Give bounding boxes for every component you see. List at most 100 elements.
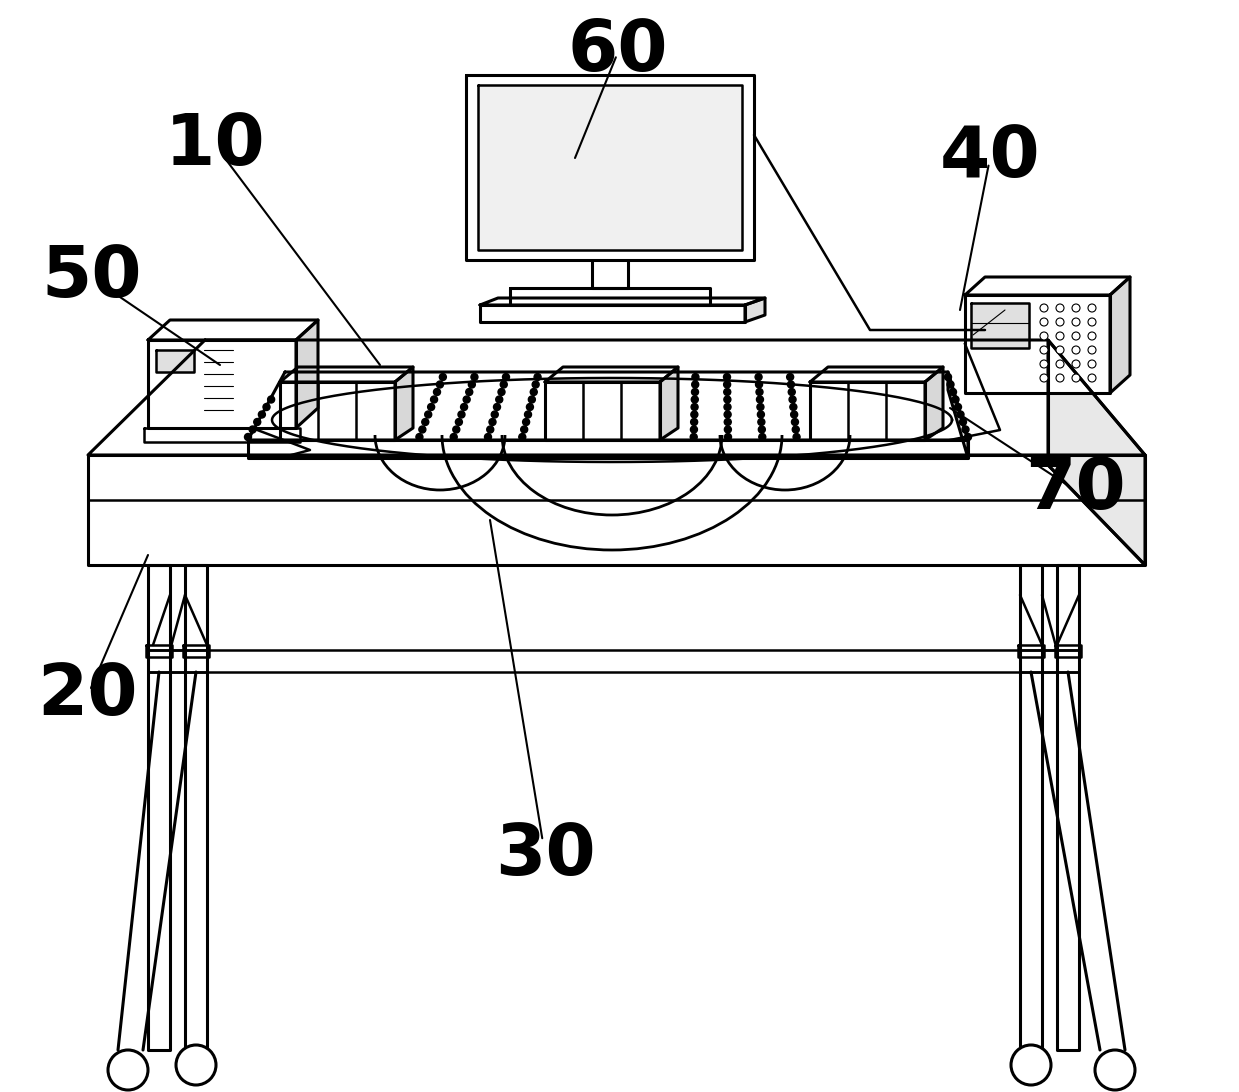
Polygon shape [948, 372, 968, 458]
Circle shape [496, 396, 503, 403]
Circle shape [108, 1051, 147, 1090]
Circle shape [724, 381, 731, 388]
Circle shape [503, 373, 509, 380]
Circle shape [456, 418, 462, 426]
Polygon shape [1018, 645, 1044, 657]
Circle shape [725, 426, 731, 434]
Circle shape [758, 426, 766, 434]
Circle shape [957, 411, 964, 418]
Circle shape [419, 426, 426, 434]
Circle shape [758, 418, 764, 426]
Circle shape [757, 411, 764, 418]
Polygon shape [660, 367, 678, 440]
Circle shape [725, 434, 731, 440]
Polygon shape [88, 455, 1145, 565]
Circle shape [520, 426, 528, 434]
Polygon shape [971, 302, 1030, 348]
Circle shape [1056, 346, 1064, 354]
Circle shape [789, 404, 797, 411]
Circle shape [431, 396, 437, 403]
Polygon shape [88, 340, 1145, 455]
Circle shape [461, 404, 467, 411]
Circle shape [788, 381, 794, 388]
Circle shape [530, 389, 538, 395]
Polygon shape [965, 277, 1130, 295]
Polygon shape [810, 382, 926, 440]
Circle shape [792, 418, 798, 426]
Polygon shape [296, 320, 318, 428]
Circle shape [498, 389, 506, 395]
Polygon shape [1057, 565, 1079, 1051]
Text: 30: 30 [494, 820, 596, 890]
Circle shape [947, 381, 954, 388]
Circle shape [466, 389, 473, 395]
Polygon shape [1048, 340, 1145, 565]
Polygon shape [545, 367, 678, 382]
Circle shape [1088, 318, 1097, 327]
Circle shape [533, 381, 539, 388]
Circle shape [421, 418, 429, 426]
Circle shape [725, 418, 731, 426]
Circle shape [1056, 304, 1064, 312]
Circle shape [524, 411, 532, 418]
Circle shape [1072, 373, 1080, 382]
Circle shape [1088, 360, 1097, 368]
Circle shape [691, 396, 699, 403]
Circle shape [427, 404, 435, 411]
Circle shape [757, 404, 764, 411]
Circle shape [691, 411, 698, 418]
Circle shape [724, 396, 731, 403]
Circle shape [527, 404, 534, 411]
Circle shape [528, 396, 535, 403]
Circle shape [724, 411, 731, 418]
Text: 50: 50 [42, 244, 142, 312]
Circle shape [949, 389, 957, 395]
Circle shape [436, 381, 444, 388]
Circle shape [1011, 1045, 1051, 1085]
Polygon shape [156, 351, 195, 372]
Circle shape [1072, 318, 1080, 327]
Circle shape [434, 389, 441, 395]
Circle shape [452, 426, 460, 434]
Circle shape [952, 396, 959, 403]
Circle shape [1040, 318, 1048, 327]
Circle shape [489, 418, 496, 426]
Circle shape [519, 434, 525, 440]
Polygon shape [479, 305, 745, 322]
Circle shape [691, 404, 698, 411]
Polygon shape [1054, 645, 1080, 657]
Text: 20: 20 [37, 661, 139, 729]
Polygon shape [147, 650, 1079, 672]
Polygon shape [248, 440, 968, 458]
Circle shape [787, 373, 794, 380]
Circle shape [1072, 304, 1080, 312]
Circle shape [1072, 360, 1080, 368]
Polygon shape [183, 645, 209, 657]
Polygon shape [1020, 565, 1042, 1051]
Circle shape [458, 411, 465, 418]
Circle shape [484, 434, 492, 440]
Polygon shape [926, 367, 943, 440]
Circle shape [1040, 304, 1048, 312]
Circle shape [1088, 346, 1097, 354]
Polygon shape [147, 340, 296, 428]
Polygon shape [146, 645, 172, 657]
Circle shape [1040, 346, 1048, 354]
Text: 70: 70 [1025, 455, 1125, 524]
Circle shape [1088, 373, 1097, 382]
Circle shape [690, 434, 698, 440]
Circle shape [468, 381, 476, 388]
Circle shape [691, 381, 699, 388]
Circle shape [964, 434, 971, 440]
Circle shape [254, 418, 260, 426]
Circle shape [691, 373, 699, 380]
Circle shape [724, 404, 731, 411]
Polygon shape [965, 295, 1110, 393]
Circle shape [944, 373, 952, 380]
Circle shape [259, 411, 265, 418]
Circle shape [1056, 373, 1064, 382]
Polygon shape [478, 85, 742, 250]
Polygon shape [280, 367, 413, 382]
Circle shape [1056, 360, 1064, 368]
Circle shape [788, 389, 795, 395]
